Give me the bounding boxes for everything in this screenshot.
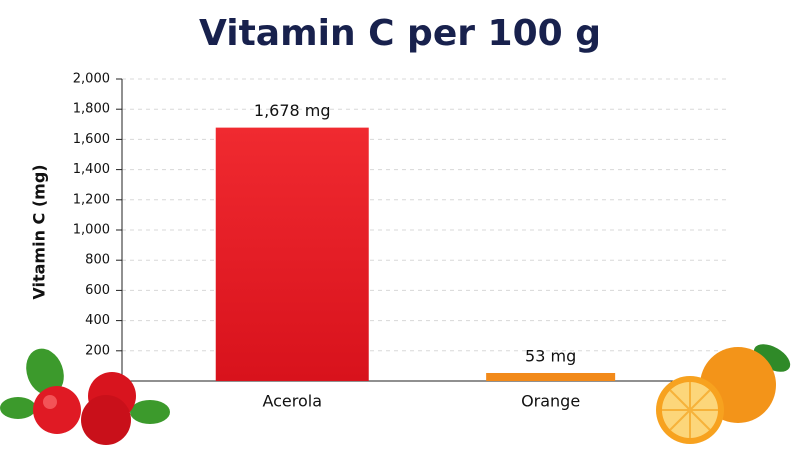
y-axis-label: Vitamin C (mg) <box>30 164 49 299</box>
y-tick-label: 400 <box>85 313 110 328</box>
value-label: 53 mg <box>525 346 576 365</box>
bar <box>215 127 369 381</box>
orange-illustration <box>656 344 791 444</box>
y-tick-label: 1,200 <box>73 192 110 207</box>
y-tick-label: 1,000 <box>73 223 110 238</box>
acerola-illustration <box>0 348 170 445</box>
y-tick-label: 800 <box>85 253 110 268</box>
y-tick-label: 1,400 <box>73 162 110 177</box>
chart-title: Vitamin C per 100 g <box>199 13 601 54</box>
y-tick-label: 1,600 <box>73 132 110 147</box>
y-tick-label: 200 <box>85 343 110 358</box>
x-tick-label: Orange <box>521 392 580 411</box>
bar <box>486 372 616 381</box>
y-tick-label: 1,800 <box>73 102 110 117</box>
y-tick-label: 2,000 <box>73 72 110 87</box>
x-tick-label: Acerola <box>262 392 322 411</box>
value-label: 1,678 mg <box>254 101 331 120</box>
y-tick-label: 600 <box>85 283 110 298</box>
